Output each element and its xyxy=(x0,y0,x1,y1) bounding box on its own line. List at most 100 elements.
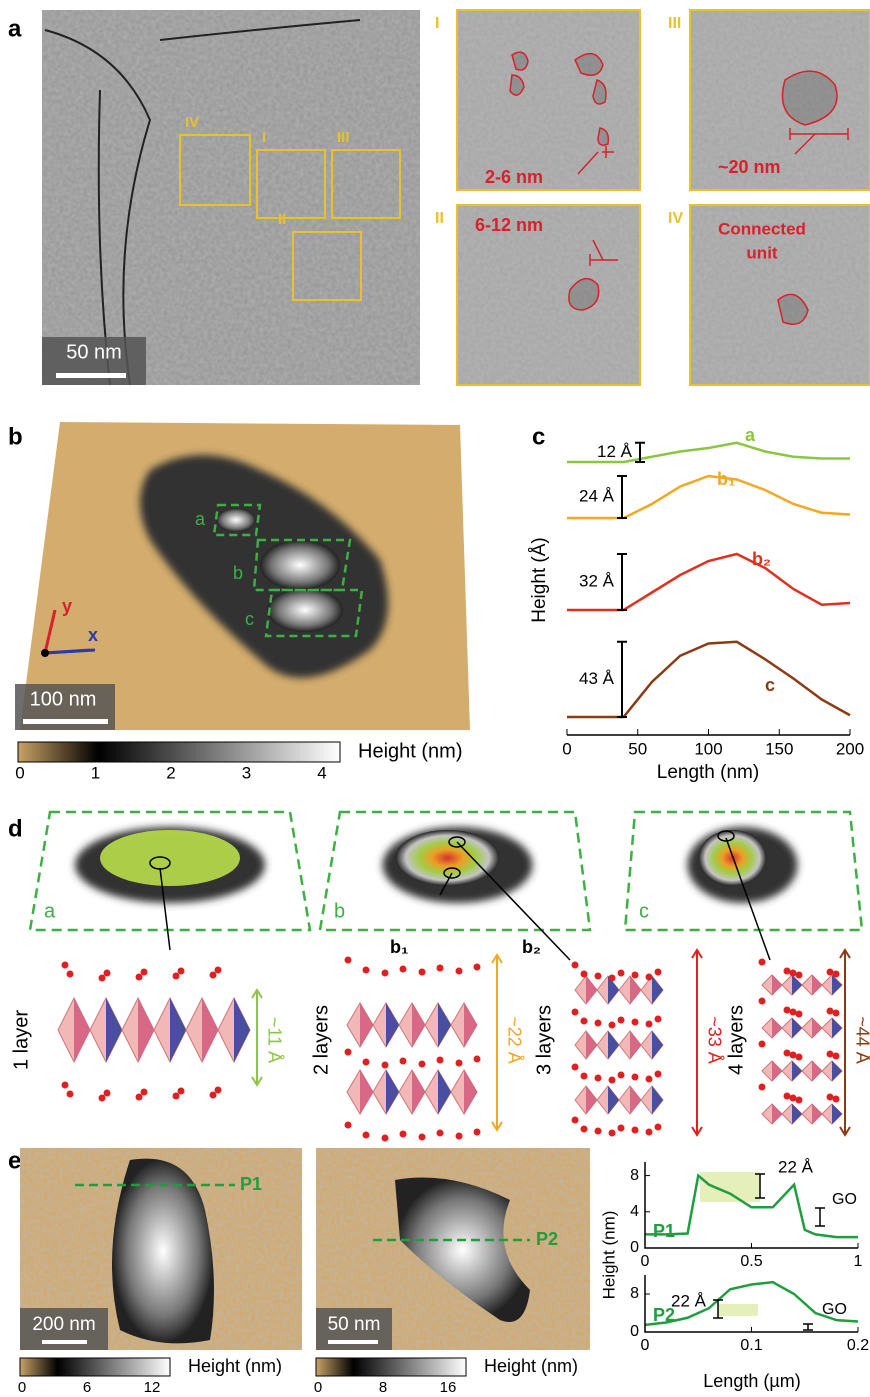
water xyxy=(784,968,791,975)
water xyxy=(646,1021,653,1028)
label: c xyxy=(245,609,254,629)
x-tick-label: 150 xyxy=(765,739,793,758)
x-tick-label: 50 xyxy=(628,739,647,758)
water xyxy=(796,1054,803,1061)
height-marker xyxy=(617,642,627,717)
x-tick-label: 0.5 xyxy=(740,1253,762,1270)
height-arrow xyxy=(492,955,502,1130)
water xyxy=(833,971,840,978)
water xyxy=(618,1017,625,1024)
y-axis-label: Height (nm) xyxy=(599,1211,618,1300)
water xyxy=(581,1018,588,1025)
height-arrow xyxy=(692,950,702,1135)
label: unit xyxy=(746,243,777,262)
layer-height: ~33 Å xyxy=(704,1016,724,1064)
water xyxy=(456,1133,463,1140)
water xyxy=(609,1077,616,1084)
water xyxy=(632,1074,639,1081)
octahedron-side xyxy=(464,1003,477,1047)
water xyxy=(419,1134,426,1141)
octahedron-side xyxy=(234,998,250,1062)
panel-label: d xyxy=(8,815,23,842)
colorbar-title: Height (nm) xyxy=(484,1356,578,1376)
water xyxy=(419,1061,426,1068)
water xyxy=(456,1060,463,1067)
colorbar-tick: 8 xyxy=(379,1379,387,1392)
water xyxy=(618,1072,625,1079)
water xyxy=(210,972,217,979)
octahedron-side xyxy=(832,1018,842,1038)
label: 6-12 nm xyxy=(475,215,543,235)
y-tick-label: 8 xyxy=(630,1167,639,1184)
layer-height: ~11 Å xyxy=(264,1017,284,1063)
water xyxy=(655,969,662,976)
water xyxy=(618,970,625,977)
water xyxy=(382,1062,389,1069)
colorbar xyxy=(18,742,340,762)
colorbar-title: Height (nm) xyxy=(358,740,462,762)
water xyxy=(572,1009,579,1016)
octahedron-side xyxy=(812,975,822,995)
water xyxy=(595,1075,602,1082)
panel-label: a xyxy=(8,15,22,42)
colorbar-tick: 0 xyxy=(314,1379,322,1392)
label: Connected xyxy=(718,219,806,238)
inset-label: IV xyxy=(668,210,683,227)
water xyxy=(67,1091,74,1098)
flake-top xyxy=(100,830,240,886)
colorbar xyxy=(20,1358,170,1376)
series-label: b₁ xyxy=(717,469,735,489)
label: y xyxy=(62,596,72,616)
water xyxy=(99,975,106,982)
water xyxy=(173,973,180,980)
annotation: 43 Å xyxy=(579,669,615,688)
scale-bar-label: 50 nm xyxy=(66,341,122,363)
water xyxy=(784,1007,791,1014)
height-marker xyxy=(755,1174,825,1226)
label: b₁ xyxy=(390,937,408,957)
label: a xyxy=(195,509,206,529)
water xyxy=(437,1057,444,1064)
water xyxy=(382,1135,389,1142)
label: b xyxy=(334,900,345,922)
water xyxy=(784,1050,791,1057)
x-tick-label: 0 xyxy=(562,739,571,758)
series-label: b₂ xyxy=(752,549,771,569)
annotation: 22 Å xyxy=(778,1157,814,1176)
layer-count: 4 layers xyxy=(725,1005,747,1075)
water xyxy=(609,1130,616,1137)
water xyxy=(345,1049,352,1056)
layer-count: 2 layers xyxy=(310,1005,332,1075)
layer-height: ~22 Å xyxy=(504,1016,524,1064)
x-axis-label: Length (nm) xyxy=(657,762,759,783)
water xyxy=(419,969,426,976)
water xyxy=(609,975,616,982)
water xyxy=(62,962,69,969)
colorbar-tick: 3 xyxy=(242,763,251,782)
layer-count: 3 layers xyxy=(533,1005,555,1075)
water xyxy=(609,1022,616,1029)
water xyxy=(646,1076,653,1083)
colorbar-tick: 16 xyxy=(440,1379,457,1392)
octahedron-side xyxy=(630,976,641,1004)
water xyxy=(827,1008,834,1015)
x-axis-label: Length (µm) xyxy=(703,1371,800,1391)
octahedron-side xyxy=(586,1086,597,1114)
x-tick-label: 200 xyxy=(836,739,864,758)
shade xyxy=(718,1304,758,1316)
colorbar xyxy=(316,1358,466,1376)
octahedron-side xyxy=(652,1031,663,1059)
label: P1 xyxy=(240,1174,262,1194)
octahedron-side xyxy=(608,1031,619,1059)
water xyxy=(595,1020,602,1027)
label: x xyxy=(88,625,98,645)
octahedron-side xyxy=(170,998,186,1062)
octahedron-side xyxy=(812,1104,822,1124)
octahedron-side xyxy=(630,1086,641,1114)
layer-count: 1 layer xyxy=(10,1010,32,1070)
octahedron-side xyxy=(360,1003,373,1047)
water xyxy=(632,1019,639,1026)
octahedron-side xyxy=(412,1070,425,1114)
water xyxy=(833,1096,840,1103)
water xyxy=(215,967,222,974)
